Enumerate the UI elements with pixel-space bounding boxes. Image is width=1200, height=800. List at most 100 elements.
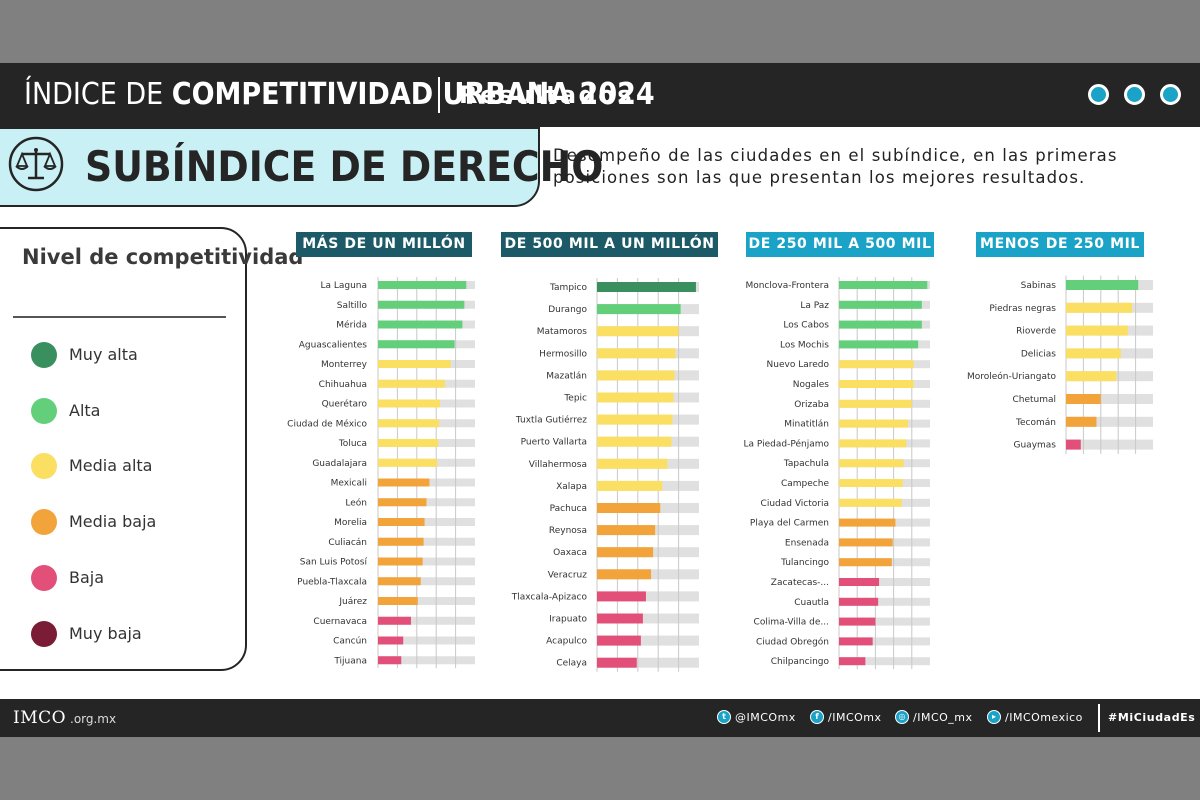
category-label: Pachuca <box>550 504 587 514</box>
bar <box>839 498 902 507</box>
category-label: Los Mochis <box>780 340 829 350</box>
subindex-title: SUBÍNDICE DE DERECHO <box>85 142 604 191</box>
bar <box>378 399 441 408</box>
bar <box>839 419 909 428</box>
social-label: /IMCOmexico <box>1005 711 1083 724</box>
panel-title-mas-de-un-millon: MÁS DE UN MILLÓN <box>296 232 472 257</box>
bar <box>597 657 637 668</box>
bar <box>1066 416 1097 427</box>
bar-track <box>378 518 475 526</box>
category-label: Cuernavaca <box>313 617 367 627</box>
bar <box>378 300 465 309</box>
bar <box>597 392 674 403</box>
bar <box>839 281 928 289</box>
bar <box>839 320 922 329</box>
category-label: Guaymas <box>1014 441 1057 451</box>
bar <box>839 558 892 567</box>
bar <box>597 414 673 425</box>
category-label: Piedras negras <box>989 304 1056 314</box>
page-subtitle: Resultados <box>459 81 634 109</box>
bar <box>1066 302 1133 313</box>
imco-logo: IMCO <box>13 708 67 728</box>
legend-label: Media baja <box>69 512 157 531</box>
bar-track <box>597 657 699 668</box>
bar <box>378 281 467 289</box>
legend-label: Muy baja <box>69 624 142 643</box>
bar <box>1066 439 1081 450</box>
scales-of-justice-icon <box>8 136 64 192</box>
category-label: San Luis Potosí <box>300 558 368 568</box>
category-label: Delicias <box>1021 349 1056 359</box>
bar <box>597 326 679 337</box>
legend-swatch <box>31 398 57 424</box>
category-label: León <box>345 497 367 508</box>
bar-track <box>378 616 475 625</box>
category-label: Acapulco <box>546 637 587 647</box>
category-label: Tepic <box>563 394 587 404</box>
category-label: Tecomán <box>1015 418 1056 428</box>
youtube-icon: ▸ <box>987 710 1001 724</box>
bar <box>597 480 663 491</box>
category-label: La Piedad-Pénjamo <box>744 438 830 449</box>
bar <box>378 557 423 566</box>
bar-track <box>839 597 930 606</box>
category-label: Matamoros <box>537 327 588 337</box>
bar <box>597 569 652 580</box>
title-light: ÍNDICE DE <box>24 77 164 112</box>
bar <box>839 300 922 309</box>
bar <box>378 419 440 428</box>
bar <box>597 370 675 381</box>
category-label: Chilpancingo <box>771 657 830 667</box>
category-label: Cuautla <box>794 598 829 608</box>
panel-title-menos-de-250-mil: MENOS DE 250 MIL <box>976 232 1144 257</box>
bar <box>378 518 425 526</box>
legend-divider <box>13 316 226 318</box>
category-label: Culiacán <box>328 538 367 548</box>
category-label: La Paz <box>800 301 829 311</box>
category-label: Villahermosa <box>529 460 587 470</box>
category-label: Reynosa <box>549 526 587 536</box>
category-label: Toluca <box>338 439 367 449</box>
category-label: Tampico <box>549 283 587 293</box>
footer-hashtag: #MiCiudadEs <box>1108 711 1196 724</box>
bar <box>378 597 418 605</box>
panel-title-250-a-500-mil: DE 250 MIL A 500 MIL <box>746 232 934 257</box>
bar <box>1066 348 1121 359</box>
bar <box>839 399 912 408</box>
bar-track <box>378 557 475 566</box>
bar <box>378 577 421 586</box>
footer-divider <box>1098 704 1100 732</box>
legend-swatch <box>31 621 57 647</box>
category-label: Querétaro <box>322 399 368 410</box>
category-label: Veracruz <box>548 570 588 580</box>
bar <box>597 525 656 536</box>
category-label: Cancún <box>333 637 367 647</box>
category-label: Zacatecas-... <box>771 578 829 588</box>
category-label: Colima-Villa de... <box>754 618 829 628</box>
bar-track <box>378 577 475 586</box>
category-label: Orizaba <box>794 400 829 410</box>
category-label: Mazatlán <box>546 371 587 381</box>
category-label: Guadalajara <box>312 459 367 469</box>
legend-box <box>0 227 247 671</box>
category-label: Mexicali <box>331 479 367 489</box>
bar <box>597 436 672 447</box>
bar <box>378 537 424 546</box>
category-label: Tijuana <box>333 656 367 666</box>
subindex-banner <box>0 127 540 207</box>
bar <box>597 613 643 624</box>
bar <box>597 282 696 292</box>
legend-label: Alta <box>69 401 101 420</box>
social-label: @IMCOmx <box>735 711 796 724</box>
panel-title-500-mil-a-un-millon: DE 500 MIL A UN MILLÓN <box>501 232 718 257</box>
slide: ÍNDICE DE COMPETITIVIDAD URBANA 2024 Res… <box>0 63 1200 737</box>
category-label: Playa del Carmen <box>750 519 829 529</box>
category-label: Celaya <box>556 659 587 669</box>
legend-swatch <box>31 509 57 535</box>
title-bold: COMPETITIVIDAD URBANA 2024 <box>171 77 655 112</box>
bar <box>378 458 438 467</box>
bar-track <box>378 597 475 605</box>
category-label: Monclova-Frontera <box>745 281 829 291</box>
bar-track <box>597 635 699 646</box>
category-label: Mérida <box>336 320 367 331</box>
